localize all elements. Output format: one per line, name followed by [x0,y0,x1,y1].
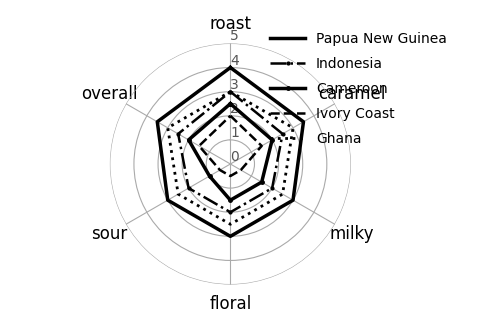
Ghana [164,126,170,130]
Papua New Guinea [300,120,306,124]
Cameroon [228,102,234,106]
Ghana [280,192,285,196]
Papua New Guinea [228,66,234,70]
Papua New Guinea [290,198,296,202]
Ivory Coast [228,174,234,178]
Ghana [228,90,234,93]
Line: Ivory Coast: Ivory Coast [199,116,262,176]
Indonesia [175,132,181,136]
Line: Papua New Guinea: Papua New Guinea [158,68,304,236]
Indonesia [228,90,234,93]
Ghana [228,90,234,93]
Ivory Coast [217,168,223,172]
Cameroon [258,180,264,184]
Indonesia [228,210,234,214]
Indonesia [228,90,234,93]
Ghana [175,192,181,196]
Ghana [228,222,234,226]
Ivory Coast [238,168,244,172]
Papua New Guinea [228,235,234,238]
Papua New Guinea [228,66,234,70]
Papua New Guinea [154,120,160,124]
Ivory Coast [228,114,234,118]
Line: Cameroon: Cameroon [185,100,276,204]
Line: Ghana: Ghana [168,92,293,224]
Ivory Coast [196,144,202,148]
Indonesia [269,186,275,190]
Legend: Papua New Guinea, Indonesia, Cameroon, Ivory Coast, Ghana: Papua New Guinea, Indonesia, Cameroon, I… [264,26,452,152]
Indonesia [186,186,192,190]
Ivory Coast [228,114,234,118]
Cameroon [228,198,234,202]
Cameroon [206,174,212,178]
Ivory Coast [258,144,264,148]
Papua New Guinea [164,198,170,202]
Line: Indonesia: Indonesia [176,89,286,215]
Cameroon [269,138,275,142]
Ghana [290,126,296,130]
Cameroon [228,102,234,106]
Indonesia [280,132,285,136]
Cameroon [186,138,192,142]
